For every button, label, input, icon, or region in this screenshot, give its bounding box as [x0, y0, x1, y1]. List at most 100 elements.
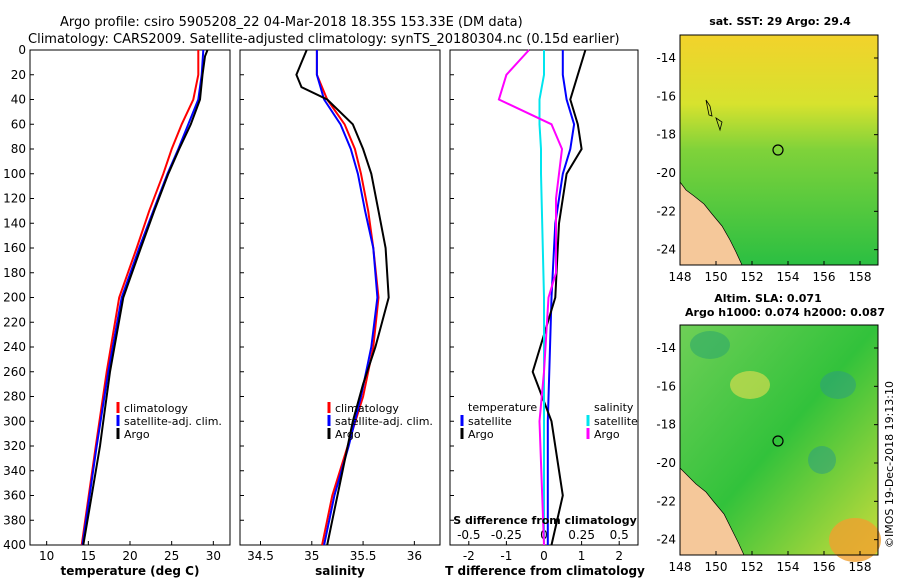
map-y-tick-label: -20: [656, 456, 676, 470]
y-tick-label: 400: [3, 538, 26, 552]
sla-feature: [829, 518, 881, 562]
map-y-tick-label: -24: [656, 243, 676, 257]
x-tick-label: 2: [615, 549, 623, 563]
y-tick-label: 380: [3, 513, 26, 527]
y-tick-label: 320: [3, 439, 26, 453]
y-tick-label: 40: [11, 93, 26, 107]
legend-t-argo: Argo: [468, 428, 494, 441]
x-tick-label: 35: [304, 549, 319, 563]
legend-s-satellite: satellite: [594, 415, 638, 428]
y-tick-label: 340: [3, 464, 26, 478]
x-tick-label: 30: [206, 549, 221, 563]
diff-legend-temperature: temperature satellite Argo: [460, 401, 537, 441]
legend-t-satellite: satellite: [468, 415, 512, 428]
difference-chart: -2 -1 0 1 2-0.5 -0.25 0 0.25 0.5: [450, 49, 629, 563]
temp-xlabel: temperature (deg C): [61, 564, 200, 578]
sst-map: [679, 34, 879, 266]
series-line-t-argo: [531, 49, 587, 546]
temp-legend: climatology satellite-adj. clim. Argo: [116, 402, 222, 441]
series-line-argo: [295, 49, 390, 546]
sla-feature: [820, 371, 856, 399]
legend-argo: Argo: [335, 428, 361, 441]
y-tick-label: 0: [18, 43, 26, 57]
sla-map: [679, 324, 881, 562]
legend-satellite: satellite-adj. clim.: [124, 415, 222, 428]
y-tick-label: 260: [3, 365, 26, 379]
x-top-tick-label: 0.5: [610, 528, 629, 542]
map-x-tick-label: 156: [813, 560, 836, 574]
series-line-t-satellite: [546, 50, 576, 545]
y-tick-label: 80: [11, 142, 26, 156]
series-line-s-argo: [497, 49, 564, 546]
y-tick-label: 220: [3, 315, 26, 329]
sla-map-title1: Altim. SLA: 0.071: [714, 292, 821, 305]
y-tick-label: 100: [3, 167, 26, 181]
title-line2: Climatology: CARS2009. Satellite-adjuste…: [28, 32, 620, 47]
y-tick-label: 180: [3, 266, 26, 280]
legend-satellite: satellite-adj. clim.: [335, 415, 433, 428]
sst-map-axes: 148 150 152 154 156 158 -14 -16 -18 -20 -22 -24: [656, 51, 878, 284]
sla-map-frame: [679, 324, 879, 556]
sst-argo-location: [772, 144, 784, 156]
y-tick-label: 20: [11, 68, 26, 82]
x-tick-label: 25: [164, 549, 179, 563]
x-tick-label: 0: [540, 549, 548, 563]
map-x-tick-label: 158: [849, 560, 872, 574]
sal-legend: climatology satellite-adj. clim. Argo: [327, 402, 433, 441]
legend-climatology: climatology: [335, 402, 399, 415]
legend-climatology: climatology: [124, 402, 188, 415]
x-tick-label: 1: [578, 549, 586, 563]
series-line-argo: [82, 49, 209, 546]
sla-feature: [690, 331, 730, 359]
x-top-tick-label: -0.5: [457, 528, 480, 542]
sla-argo-location: [772, 435, 784, 447]
x-top-tick-label: 0.25: [568, 528, 595, 542]
map-x-tick-label: 152: [741, 270, 764, 284]
x-tick-label: 35.5: [350, 549, 377, 563]
diff-legend-salinity: salinity satellite Argo: [586, 401, 638, 441]
title-line1: Argo profile: csiro 5905208_22 04-Mar-20…: [60, 15, 523, 30]
map-y-tick-label: -18: [656, 128, 676, 142]
map-x-tick-label: 148: [669, 270, 692, 284]
map-x-tick-label: 154: [777, 560, 800, 574]
map-y-tick-label: -18: [656, 418, 676, 432]
y-tick-label: 160: [3, 241, 26, 255]
sst-map-frame: [679, 34, 879, 266]
legend-s-argo: Argo: [594, 428, 620, 441]
map-y-tick-label: -16: [656, 379, 676, 393]
map-y-tick-label: -16: [656, 89, 676, 103]
map-x-tick-label: 154: [777, 270, 800, 284]
y-tick-label: 200: [3, 291, 26, 305]
map-y-tick-label: -24: [656, 533, 676, 547]
x-tick-label: -1: [500, 549, 512, 563]
map-x-tick-label: 150: [705, 270, 728, 284]
diff-xlabel-top: S difference from climatology: [453, 514, 637, 527]
map-y-tick-label: -22: [656, 494, 676, 508]
series-line-satellite-adj-clim-: [315, 50, 379, 546]
map-y-tick-label: -20: [656, 166, 676, 180]
x-tick-label: -2: [463, 549, 475, 563]
x-tick-label: 36: [407, 549, 422, 563]
sla-map-title2: Argo h1000: 0.074 h2000: 0.087: [685, 306, 885, 319]
y-tick-label: 300: [3, 414, 26, 428]
x-tick-label: 15: [81, 549, 96, 563]
sst-reef: [705, 99, 723, 132]
diff-xlabel: T difference from climatology: [445, 564, 645, 578]
temp-panel-frame: [29, 49, 231, 546]
x-top-tick-label: -0.25: [491, 528, 522, 542]
temperature-chart: 0 20 40 60 80 100 120 140 160 180 200 220 240 260 280 3…: [3, 43, 221, 563]
map-y-tick-label: -22: [656, 204, 676, 218]
map-x-tick-label: 150: [705, 560, 728, 574]
sla-map-axes: 148 150 152 154 156 158 -14 -16 -18 -20 -22 -24: [656, 341, 878, 574]
x-tick-label: 10: [39, 549, 54, 563]
legend-temperature-title: temperature: [468, 401, 537, 414]
legend-salinity-title: salinity: [594, 401, 634, 414]
map-y-tick-label: -14: [656, 341, 676, 355]
map-x-tick-label: 156: [813, 270, 836, 284]
y-tick-label: 140: [3, 216, 26, 230]
sla-feature: [730, 371, 770, 399]
map-y-tick-label: -14: [656, 51, 676, 65]
series-line-satellite-adj-clim-: [81, 49, 205, 546]
sla-feature: [808, 446, 836, 474]
